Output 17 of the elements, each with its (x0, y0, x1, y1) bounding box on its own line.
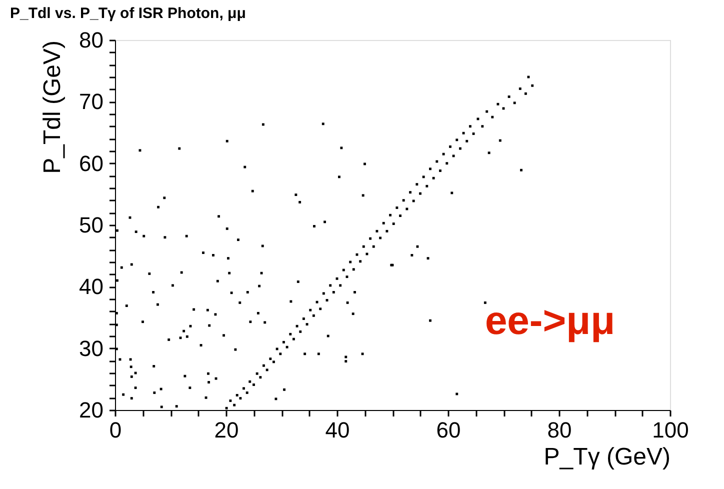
x-tick-label: 0 (109, 418, 122, 442)
x-tick-label: 80 (547, 418, 572, 442)
x-tick-label: 60 (436, 418, 461, 442)
annotation: ee->μμ (484, 299, 616, 343)
x-tick-label: 20 (214, 418, 239, 442)
chart-title: P_Tdl vs. P_Tγ of ISR Photon, μμ (10, 5, 246, 22)
y-tick-label: 50 (79, 212, 104, 238)
x-axis-title: P_Tγ (GeV) (544, 444, 670, 470)
x-tick-label: 40 (325, 418, 350, 442)
x-tick-label: 100 (652, 418, 689, 442)
y-axis-title: P_Tdl (GeV) (39, 40, 66, 174)
y-tick-label: 40 (79, 274, 104, 300)
y-tick-label: 20 (79, 398, 104, 422)
y-tick-label: 70 (79, 89, 104, 114)
y-tick-label: 30 (79, 336, 104, 361)
y-tick-label: 60 (79, 150, 104, 176)
y-tick-label: 80 (79, 28, 104, 52)
